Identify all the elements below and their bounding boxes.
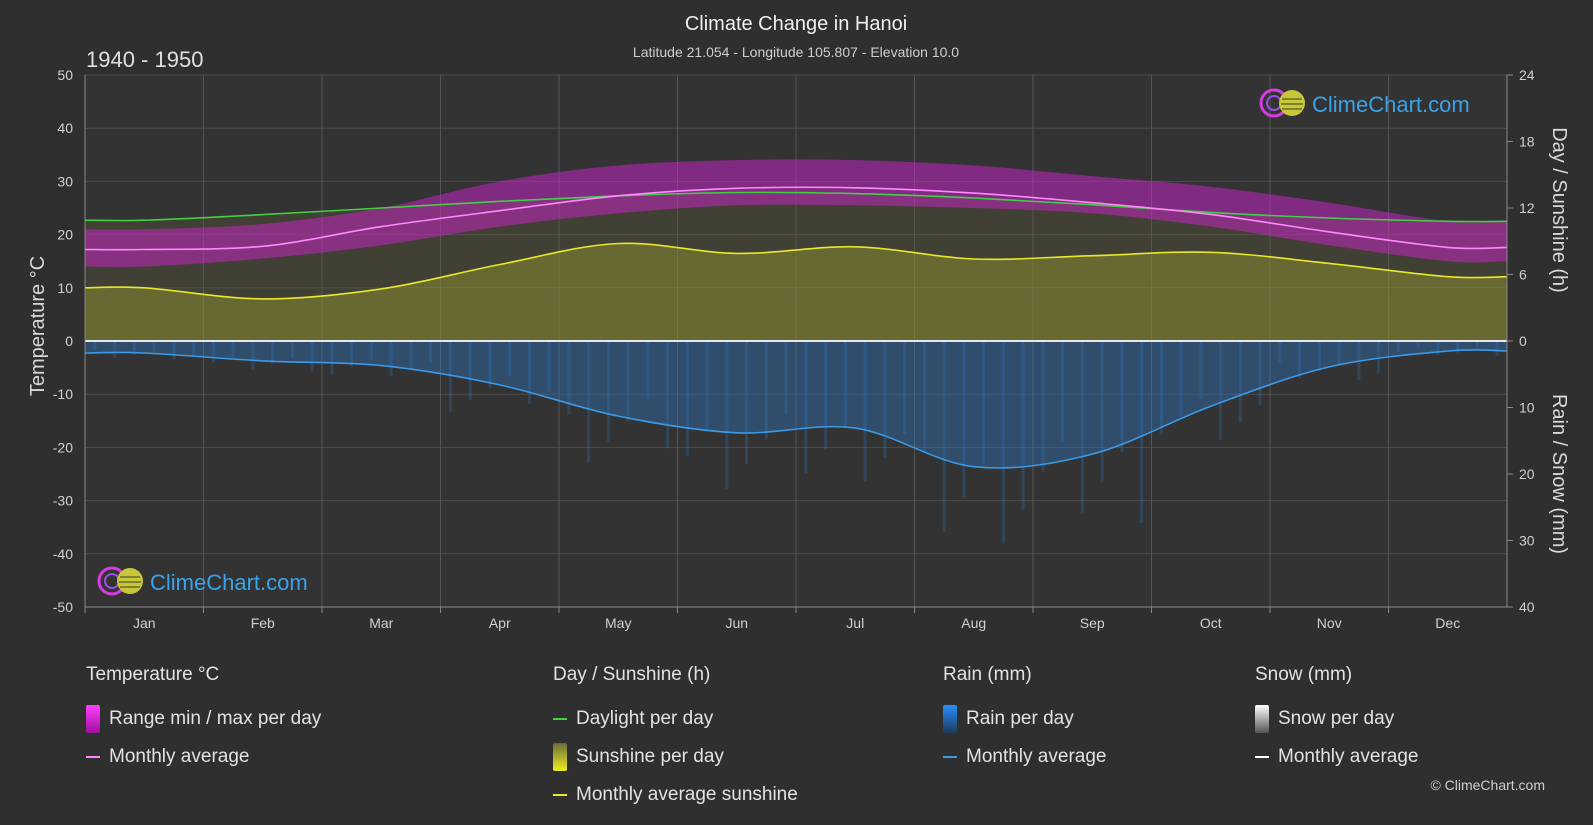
month-label: May	[605, 615, 631, 631]
brand-logo-bottom: ClimeChart.com	[97, 566, 308, 596]
legend-item: Monthly average sunshine	[553, 776, 798, 814]
right-top-axis-title: Day / Sunshine (h)	[1548, 127, 1570, 293]
rain-swatch	[943, 705, 957, 733]
line-swatch	[553, 718, 567, 720]
temperature-tick: -30	[53, 493, 73, 509]
logo-icon	[1259, 88, 1305, 118]
legend-item: Daylight per day	[553, 700, 798, 738]
legend-heading: Rain (mm)	[943, 664, 1032, 685]
month-label: Nov	[1317, 615, 1342, 631]
temperature-tick: 30	[57, 173, 73, 189]
temperature-avg-line	[84, 186, 1508, 251]
legend-item: Snow per day	[1255, 700, 1418, 738]
sunshine-tick: 24	[1519, 67, 1535, 83]
sunshine-area	[85, 243, 1507, 341]
copyright: © ClimeChart.com	[1430, 777, 1545, 793]
rain-tick: 20	[1519, 466, 1535, 482]
rain-avg-line	[84, 349, 1508, 469]
daylight-area	[85, 192, 1507, 341]
legend-heading: Day / Sunshine (h)	[553, 664, 711, 685]
line-swatch	[943, 756, 957, 758]
chart-subtitle: Latitude 21.054 - Longitude 105.807 - El…	[633, 44, 959, 60]
line-swatch	[86, 756, 100, 758]
legend-rain: Rain (mm) Rain per day Monthly average	[943, 664, 1106, 776]
snow-swatch	[1255, 705, 1269, 733]
legend-item: Monthly average	[1255, 738, 1418, 776]
sunshine-tick: 18	[1519, 134, 1535, 150]
month-label: Feb	[251, 615, 275, 631]
month-label: Sep	[1080, 615, 1105, 631]
temperature-tick: 10	[57, 280, 73, 296]
month-label: Dec	[1435, 615, 1460, 631]
brand-name-top: ClimeChart.com	[1312, 92, 1470, 117]
month-label: Jul	[846, 615, 864, 631]
legend-item: Rain per day	[943, 700, 1106, 738]
rain-tick: 10	[1519, 400, 1535, 416]
line-swatch	[1255, 756, 1269, 758]
legend-item: Range min / max per day	[86, 700, 321, 738]
sunshine-avg-line	[84, 242, 1508, 300]
legend-item: Sunshine per day	[553, 738, 798, 776]
legend-heading: Snow (mm)	[1255, 664, 1353, 685]
line-swatch	[553, 794, 567, 796]
legend-heading: Temperature °C	[86, 664, 220, 685]
month-label: Mar	[369, 615, 393, 631]
axes: 50 40 30 20 10 0 -10 -20 -30 -40 -50 24 18 12 6 0 10 20 30…	[53, 67, 1535, 631]
legend-item: Monthly average	[943, 738, 1106, 776]
legend-item: Monthly average	[86, 738, 321, 776]
month-label: Oct	[1200, 615, 1222, 631]
sunshine-tick: 6	[1519, 267, 1527, 283]
temperature-range-band	[85, 159, 1507, 268]
brand-logo-top: ClimeChart.com	[1259, 88, 1470, 118]
month-label: Jun	[725, 615, 748, 631]
sunshine-tick: 0	[1519, 333, 1527, 349]
left-axis-title: Temperature °C	[27, 256, 49, 396]
legend-sunshine: Day / Sunshine (h) Daylight per day Suns…	[553, 664, 798, 814]
right-bottom-axis-title: Rain / Snow (mm)	[1548, 394, 1570, 554]
temperature-tick: -50	[53, 599, 73, 615]
chart-title: Climate Change in Hanoi	[685, 13, 907, 35]
rain-tick: 30	[1519, 533, 1535, 549]
brand-name-bottom: ClimeChart.com	[150, 570, 308, 595]
legend-temperature: Temperature °C Range min / max per day M…	[86, 664, 321, 776]
month-label: Jan	[133, 615, 156, 631]
temperature-tick: 50	[57, 67, 73, 83]
daylight-line	[84, 191, 1508, 223]
temperature-tick: -40	[53, 546, 73, 562]
period-label: 1940 - 1950	[86, 47, 203, 72]
month-label: Aug	[961, 615, 986, 631]
climate-chart: Climate Change in Hanoi Latitude 21.054 …	[27, 13, 1570, 631]
temperature-tick: -10	[53, 386, 73, 402]
rain-tick: 40	[1519, 599, 1535, 615]
legend-snow: Snow (mm) Snow per day Monthly average	[1255, 664, 1418, 776]
logo-icon	[97, 566, 143, 596]
month-label: Apr	[489, 615, 511, 631]
sunshine-swatch	[553, 743, 567, 771]
range-swatch	[86, 705, 100, 733]
temperature-tick: 40	[57, 120, 73, 136]
sunshine-tick: 12	[1519, 200, 1535, 216]
rain-area	[85, 341, 1507, 469]
series	[84, 159, 1508, 544]
temperature-tick: 0	[65, 333, 73, 349]
temperature-tick: -20	[53, 439, 73, 455]
temperature-tick: 20	[57, 227, 73, 243]
